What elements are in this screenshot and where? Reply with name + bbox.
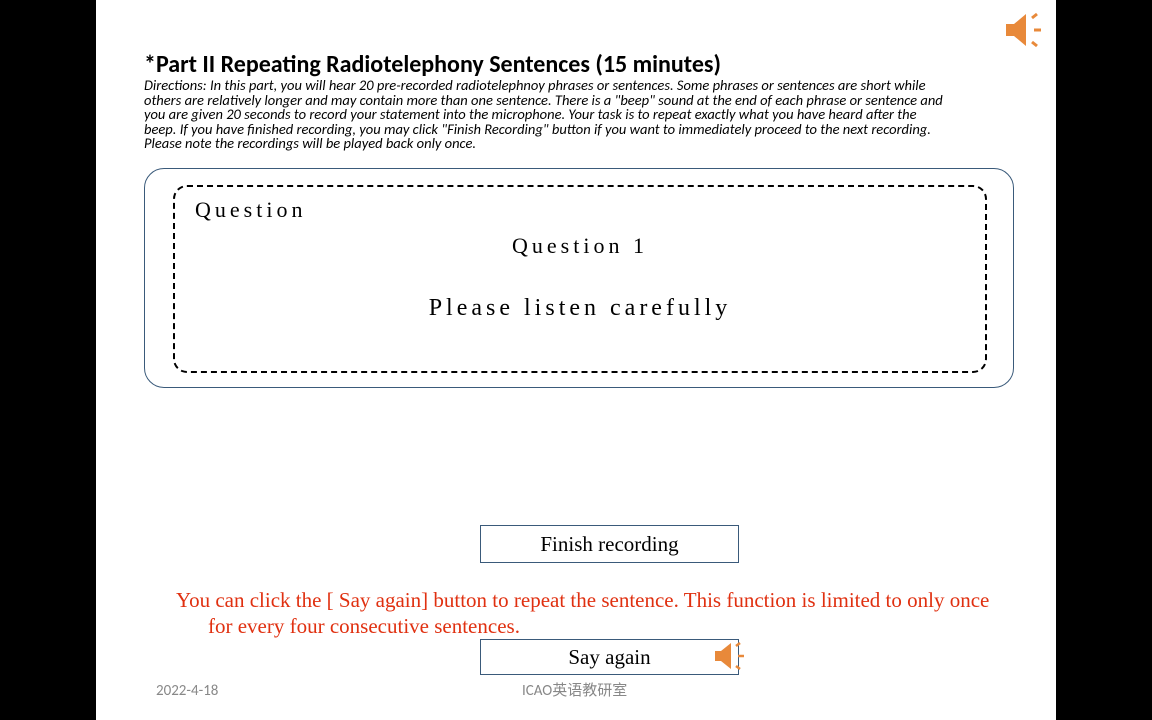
question-panel-inner: Question Question 1 Please listen carefu… — [173, 185, 987, 373]
hint-text: You can click the [ Say again] button to… — [176, 587, 1006, 640]
finish-recording-button[interactable]: Finish recording — [480, 525, 739, 563]
say-again-button[interactable]: Say again — [480, 639, 739, 675]
footer-date: 2022-4-18 — [156, 682, 218, 700]
hint-line2: for every four consecutive sentences. — [176, 613, 1006, 639]
footer-org: ICAO英语教研室 — [522, 679, 627, 700]
speaker-icon[interactable] — [714, 641, 748, 676]
slide-page: *Part II Repeating Radiotelephony Senten… — [96, 0, 1056, 720]
question-instruction: Please listen carefully — [195, 295, 965, 322]
hint-line1: You can click the [ Say again] button to… — [176, 588, 989, 612]
question-panel-outer: Question Question 1 Please listen carefu… — [144, 168, 1014, 388]
question-number: Question 1 — [195, 233, 965, 259]
finish-recording-label: Finish recording — [540, 532, 678, 557]
say-again-label: Say again — [568, 645, 650, 670]
question-label: Question — [195, 197, 965, 223]
directions-text: Directions: In this part, you will hear … — [144, 78, 944, 151]
speaker-icon[interactable] — [1004, 12, 1044, 53]
part-title: *Part II Repeating Radiotelephony Senten… — [144, 50, 721, 79]
